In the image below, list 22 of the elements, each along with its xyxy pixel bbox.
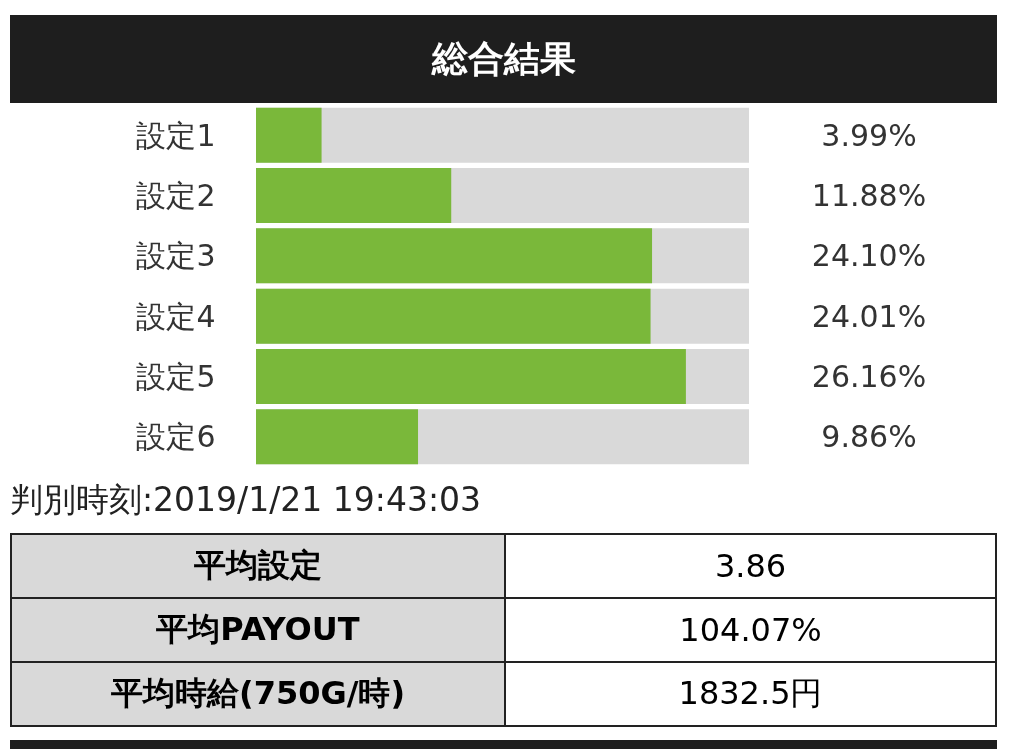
chart-title: 総合結果 <box>10 15 997 103</box>
y-tick-label: 設定2 <box>136 178 216 213</box>
category-label: 平均時給(750G/時) <box>11 662 505 726</box>
bar <box>256 107 322 163</box>
data-label: 3.99% <box>821 117 917 153</box>
y-tick-label: 設定4 <box>136 298 216 334</box>
data-label: 24.01% <box>811 298 927 334</box>
data-label: 9.86% <box>821 419 917 455</box>
text: 1832.5円 <box>678 674 823 712</box>
data-label: 24.10% <box>811 238 927 274</box>
y-tick-label: 設定5 <box>136 359 216 394</box>
y-tick-label: 設定3 <box>136 238 216 274</box>
category-label: 平均PAYOUT <box>11 598 505 662</box>
text: 104.07% <box>679 611 822 649</box>
text: 判別時刻:2019/1/21 19:43:03 <box>10 479 482 521</box>
bar <box>256 409 419 465</box>
data-label: 26.16% <box>811 359 927 394</box>
category-label: 平均設定 <box>11 534 505 598</box>
data-label: 11.88% <box>811 178 927 213</box>
text: 3.86 <box>714 547 787 585</box>
y-tick-label: 設定6 <box>136 419 216 455</box>
y-tick-label: 設定1 <box>136 117 216 153</box>
